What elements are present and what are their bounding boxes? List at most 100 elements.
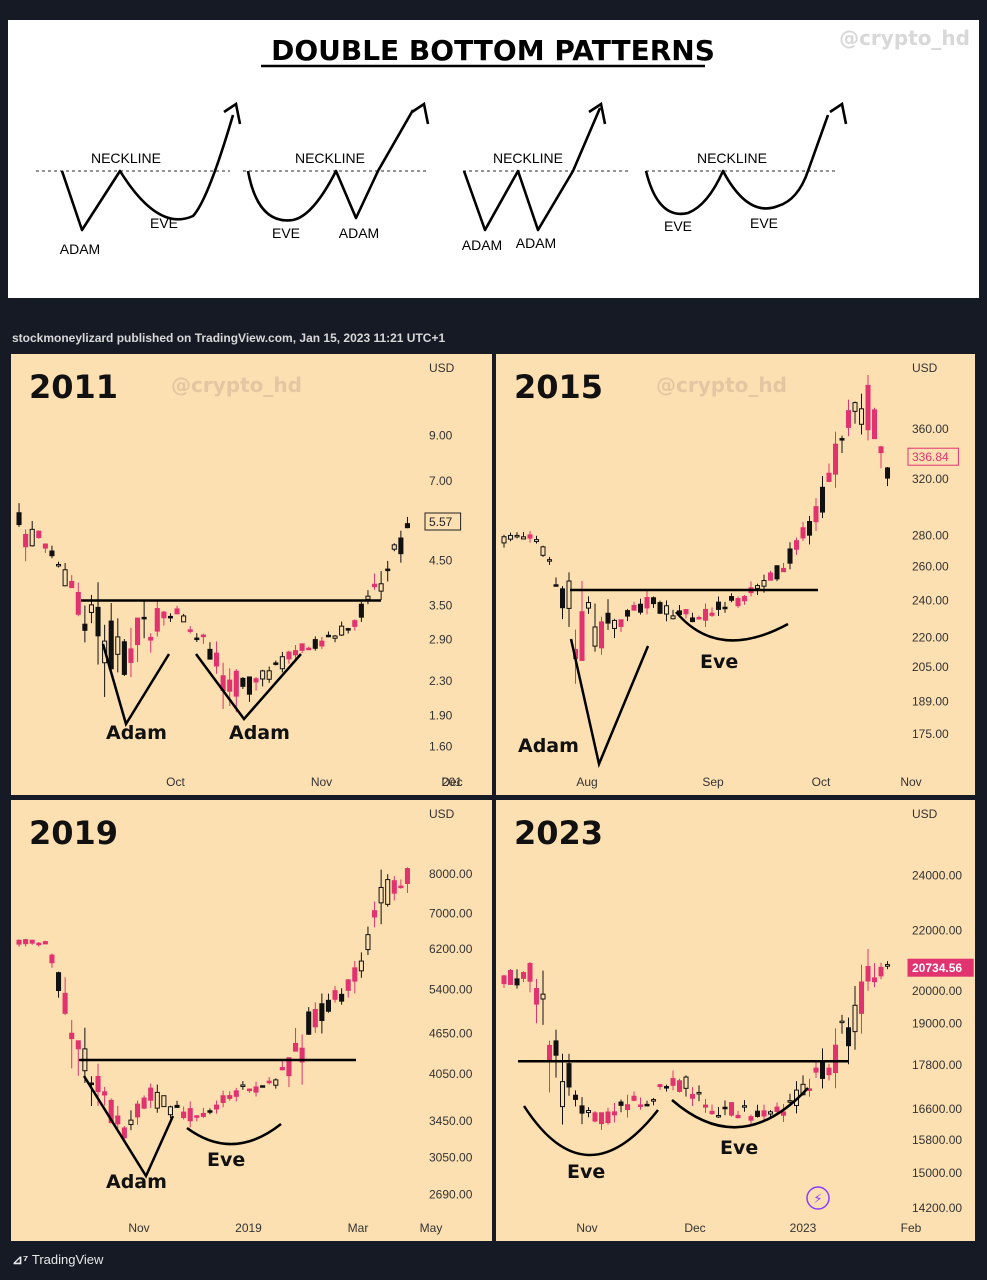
pattern-curve xyxy=(462,107,602,232)
candle-body xyxy=(398,537,404,555)
y-tick-label: 220.00 xyxy=(912,630,949,644)
lightning-icon xyxy=(806,1186,830,1210)
candle-body xyxy=(722,1106,728,1110)
tradingview-logo[interactable]: ⊿⁷ TradingView xyxy=(12,1252,103,1268)
candle-body xyxy=(631,605,637,611)
candle-body xyxy=(625,1104,631,1111)
candle-body xyxy=(722,606,728,610)
candle-body xyxy=(312,1008,318,1028)
y-tick-label: 2.90 xyxy=(429,632,453,646)
candle-body xyxy=(358,960,364,972)
candle-body xyxy=(820,1060,826,1079)
pattern-outline xyxy=(569,638,650,769)
candle-body xyxy=(865,384,871,431)
candle-body xyxy=(233,670,239,697)
candle-body xyxy=(644,1103,650,1107)
neckline-label: NECKLINE xyxy=(697,150,767,166)
candle-body xyxy=(62,569,68,587)
y-tick-label: 8000.00 xyxy=(429,867,473,881)
candle-body xyxy=(306,1011,312,1035)
candle-body xyxy=(69,1032,75,1040)
neckline-label: NECKLINE xyxy=(91,150,161,166)
x-tick-label: Sep xyxy=(702,775,724,789)
candle-body xyxy=(16,512,22,526)
y-tick-label: 20000.00 xyxy=(912,984,962,998)
candle-body xyxy=(735,598,741,607)
neckline-label: NECKLINE xyxy=(295,150,365,166)
candle-body xyxy=(358,603,364,618)
candle-body xyxy=(540,546,546,556)
candle-body xyxy=(200,634,206,638)
y-tick-label: 3050.00 xyxy=(429,1150,473,1164)
x-tick-label: Nov xyxy=(128,1221,149,1235)
candle-body xyxy=(273,662,279,665)
x-tick-label: Aug xyxy=(576,775,597,789)
pattern-outline xyxy=(522,1105,659,1157)
candle-body xyxy=(735,1114,741,1119)
candle-body xyxy=(521,536,527,540)
y-tick-label: 4650.00 xyxy=(429,1027,473,1041)
candle-body xyxy=(365,595,371,600)
candle-body xyxy=(253,678,259,683)
candle-body xyxy=(755,585,761,589)
pattern-annotation: Adam xyxy=(106,722,167,744)
candle-body xyxy=(260,1085,266,1088)
candle-body xyxy=(273,1079,279,1086)
candle-body xyxy=(579,611,585,661)
y-tick-label: 19000.00 xyxy=(912,1016,962,1030)
pattern-annotation: Eve xyxy=(720,1137,758,1159)
candle-body xyxy=(833,1044,839,1074)
candlestick-chart-2015: 2015 @crypto_hd USD 360.00 336.84 320.00 280.0… xyxy=(501,361,959,789)
y-tick-label: 260.00 xyxy=(912,560,949,574)
arrow-head xyxy=(829,101,848,125)
y-tick-label: 2.30 xyxy=(429,674,453,688)
candle-body xyxy=(141,616,147,620)
bottom-label: EVE xyxy=(750,215,778,231)
bottom-label: EVE xyxy=(272,225,300,241)
candle-body xyxy=(345,628,351,631)
bottom-label: ADAM xyxy=(462,237,502,253)
pattern-annotation: Eve xyxy=(207,1149,245,1171)
candle-body xyxy=(631,1095,637,1101)
candle-body xyxy=(161,611,167,619)
candle-body xyxy=(560,1081,566,1108)
candle-body xyxy=(23,533,29,548)
candle-body xyxy=(187,629,193,632)
candle-body xyxy=(865,965,871,982)
candle-body xyxy=(174,608,180,615)
y-tick-label: 240.00 xyxy=(912,593,949,607)
candle-body xyxy=(339,625,345,636)
candle-body xyxy=(299,1047,305,1063)
candle-body xyxy=(508,970,514,985)
chart-panel-2011: 2011 @crypto_hd USD 9.00 7.00 5.57 4.50 3.50 2.9… xyxy=(11,354,492,795)
candle-body xyxy=(560,588,566,609)
candle-body xyxy=(95,1075,101,1093)
candle-body xyxy=(547,1044,553,1061)
candle-body xyxy=(885,467,891,479)
x-tick-label: Nov xyxy=(576,1221,597,1235)
candle-body xyxy=(540,993,546,1000)
candle-body xyxy=(49,954,55,964)
candle-body xyxy=(246,676,252,695)
candle-body xyxy=(187,1108,193,1122)
candle-body xyxy=(859,408,865,425)
axis-currency-label: USD xyxy=(912,361,938,375)
candle-body xyxy=(246,1088,252,1092)
candle-body xyxy=(605,612,611,624)
candle-body xyxy=(115,636,121,655)
candle-body xyxy=(638,1104,644,1107)
candle-body xyxy=(154,1091,160,1109)
candle-body xyxy=(774,1106,780,1112)
last-price-box xyxy=(907,447,959,466)
candle-body xyxy=(240,677,246,687)
candle-body xyxy=(108,1099,114,1124)
candle-body xyxy=(729,1102,735,1116)
candle-body xyxy=(787,548,793,564)
pattern-annotation: Eve xyxy=(567,1161,605,1183)
pattern-outline xyxy=(82,1075,175,1179)
candle-body xyxy=(657,602,663,614)
candle-body xyxy=(761,580,767,587)
y-tick-label: 4.50 xyxy=(429,553,453,567)
candle-body xyxy=(352,967,358,982)
candle-body xyxy=(592,626,598,647)
